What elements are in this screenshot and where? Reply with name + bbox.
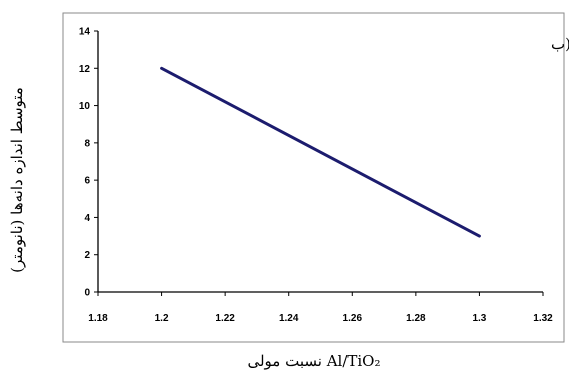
- x-axis-title: نسبت مولی Al/TiO₂: [247, 352, 380, 370]
- y-tick-label: 0: [84, 288, 90, 299]
- y-tick-label: 6: [84, 176, 90, 187]
- x-tick-label: 1.22: [215, 313, 235, 324]
- plot-area: 0 2 4 6 8 10 12 14 1.18 1.2 1.22 1.24 1.26 1.28 1.3 1.3…: [79, 27, 553, 325]
- y-tick-label: 12: [79, 64, 91, 75]
- y-tick-label: 4: [84, 213, 90, 224]
- y-tick-label: 14: [79, 27, 91, 38]
- x-tick-label: 1.26: [343, 313, 363, 324]
- x-tick-label: 1.2: [155, 313, 169, 324]
- x-tick-label: 1.24: [279, 313, 299, 324]
- chart-outer-frame: [62, 12, 565, 343]
- x-tick-label: 1.3: [472, 313, 486, 324]
- series-line-1: [160, 66, 481, 238]
- y-tick-label: 2: [84, 250, 90, 261]
- y-tick-label: 10: [79, 101, 91, 112]
- y-axis-title: متوسط اندازه دانه‌ها (نانومتر): [8, 87, 26, 273]
- panel-label: (ب: [551, 35, 569, 53]
- y-tick-label: 8: [84, 138, 90, 149]
- x-tick-label: 1.18: [88, 313, 108, 324]
- x-tick-label: 1.28: [406, 313, 426, 324]
- x-tick-label: 1.32: [533, 313, 553, 324]
